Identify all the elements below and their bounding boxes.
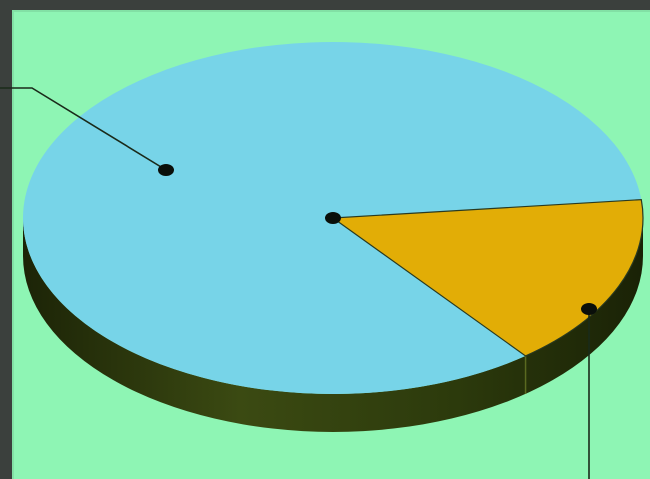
pie-center-marker <box>325 212 341 224</box>
pie-side-surface <box>23 218 643 432</box>
leader-line-large-slice <box>0 87 167 171</box>
marker-small-slice <box>581 303 597 315</box>
marker-large-slice <box>158 164 174 176</box>
pie-side-wall <box>23 218 643 432</box>
leader-lines <box>0 87 597 479</box>
pie-slice-small <box>331 198 644 357</box>
